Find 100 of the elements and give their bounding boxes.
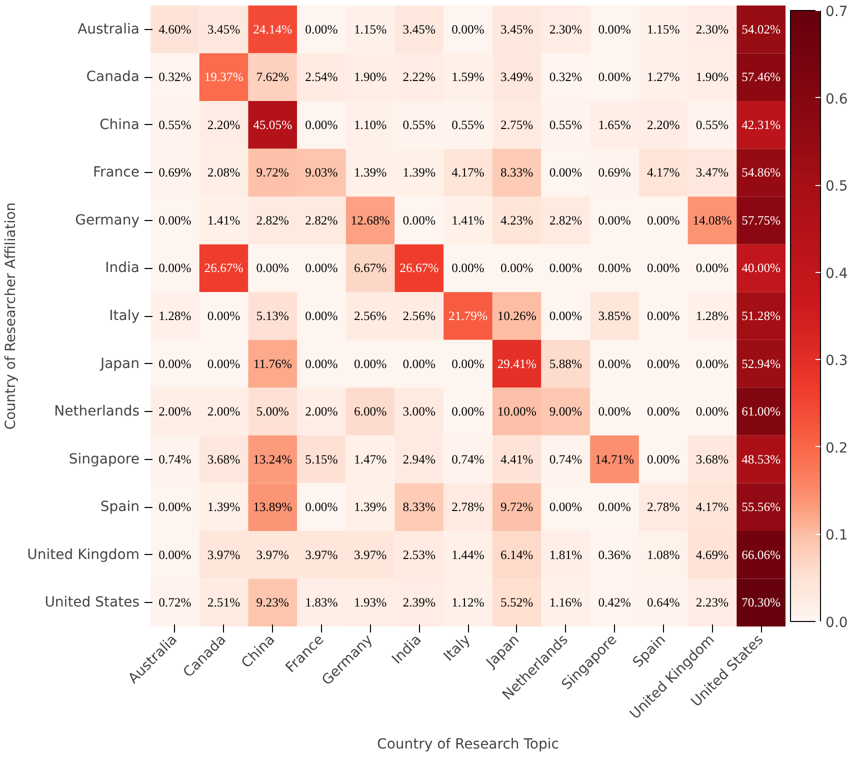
data-label: 0.55% bbox=[696, 118, 730, 132]
data-label: 0.00% bbox=[598, 404, 632, 419]
data-label: 0.00% bbox=[549, 261, 582, 276]
data-label: 2.23% bbox=[696, 596, 730, 610]
data-label: 1.39% bbox=[207, 500, 241, 514]
data-label: 0.00% bbox=[305, 309, 338, 323]
data-label: 54.86% bbox=[742, 166, 782, 180]
data-label: 3.68% bbox=[207, 452, 241, 466]
data-label: 66.06% bbox=[742, 548, 782, 562]
data-label: 0.55% bbox=[549, 118, 582, 132]
data-label: 5.88% bbox=[549, 356, 582, 371]
data-label: 3.97% bbox=[207, 548, 241, 562]
data-label: 3.97% bbox=[354, 548, 388, 562]
data-label: 13.89% bbox=[253, 500, 293, 514]
data-label: 3.85% bbox=[598, 309, 632, 323]
data-label: 1.90% bbox=[354, 70, 388, 84]
data-label: 0.74% bbox=[452, 452, 485, 466]
data-label: 1.41% bbox=[207, 213, 241, 228]
data-label: 1.16% bbox=[549, 596, 582, 610]
data-label: 2.54% bbox=[305, 70, 338, 84]
y-tick-label: Spain bbox=[100, 499, 140, 516]
data-label: 0.00% bbox=[158, 500, 192, 514]
color-bar-label: 0.0 bbox=[826, 615, 848, 631]
data-label: 0.00% bbox=[696, 356, 730, 371]
data-label: 1.44% bbox=[452, 548, 485, 562]
data-label: 2.22% bbox=[402, 70, 436, 84]
data-label: 2.94% bbox=[402, 452, 436, 466]
data-label: 0.00% bbox=[305, 118, 338, 132]
data-label: 1.93% bbox=[354, 596, 388, 610]
data-label: 0.00% bbox=[598, 500, 632, 514]
data-label: 29.41% bbox=[497, 356, 537, 371]
data-label: 8.33% bbox=[402, 500, 436, 514]
data-label: 4.60% bbox=[158, 22, 192, 36]
data-label: 61.00% bbox=[742, 404, 782, 419]
data-label: 8.33% bbox=[500, 166, 534, 180]
data-label: 3.97% bbox=[305, 548, 338, 562]
data-label: 1.27% bbox=[647, 70, 680, 84]
data-label: 1.81% bbox=[549, 548, 582, 562]
color-bar-label: 0.6 bbox=[826, 91, 848, 108]
data-label: 21.79% bbox=[448, 309, 488, 323]
data-label: 4.17% bbox=[647, 166, 680, 180]
data-label: 0.55% bbox=[452, 118, 485, 132]
y-tick-label: France bbox=[92, 164, 140, 181]
data-label: 0.00% bbox=[305, 356, 338, 371]
data-label: 0.00% bbox=[452, 22, 485, 36]
data-label: 0.69% bbox=[158, 166, 192, 180]
data-label: 70.30% bbox=[742, 596, 782, 610]
data-label: 1.28% bbox=[696, 309, 730, 323]
data-label: 2.78% bbox=[647, 500, 680, 514]
data-label: 0.00% bbox=[452, 261, 485, 276]
data-label: 2.00% bbox=[305, 404, 338, 419]
data-label: 1.15% bbox=[354, 22, 388, 36]
data-label: 10.26% bbox=[497, 309, 537, 323]
data-label: 0.74% bbox=[158, 452, 192, 466]
data-label: 0.00% bbox=[696, 404, 730, 419]
data-label: 0.00% bbox=[598, 213, 632, 228]
color-bar-label: 0.2 bbox=[826, 440, 848, 456]
data-label: 0.00% bbox=[305, 22, 338, 36]
data-label: 2.82% bbox=[256, 213, 290, 228]
data-label: 0.00% bbox=[647, 356, 680, 371]
data-label: 57.75% bbox=[742, 213, 782, 228]
data-label: 2.56% bbox=[402, 309, 436, 323]
data-label: 0.00% bbox=[647, 309, 680, 323]
data-label: 0.00% bbox=[158, 548, 192, 562]
data-label: 2.30% bbox=[696, 22, 730, 36]
data-label: 0.32% bbox=[549, 70, 582, 84]
data-label: 1.08% bbox=[647, 548, 680, 562]
data-label: 0.00% bbox=[402, 213, 436, 228]
data-label: 0.00% bbox=[549, 309, 582, 323]
y-tick-label: China bbox=[100, 116, 140, 133]
data-label: 1.90% bbox=[696, 70, 730, 84]
data-label: 12.68% bbox=[350, 213, 390, 228]
data-label: 4.69% bbox=[696, 548, 730, 562]
data-label: 26.67% bbox=[400, 261, 440, 276]
data-label: 7.62% bbox=[256, 70, 290, 84]
y-tick-label: Canada bbox=[86, 69, 140, 86]
data-label: 0.00% bbox=[598, 22, 632, 36]
y-tick-label: Singapore bbox=[68, 451, 140, 468]
data-label: 0.00% bbox=[549, 166, 582, 180]
data-label: 0.00% bbox=[207, 309, 241, 323]
data-label: 0.00% bbox=[305, 500, 338, 514]
data-label: 11.76% bbox=[253, 356, 292, 371]
data-label: 0.00% bbox=[500, 261, 534, 276]
y-tick-label: Germany bbox=[75, 212, 140, 228]
data-label: 6.67% bbox=[354, 261, 388, 276]
data-label: 0.00% bbox=[549, 500, 582, 514]
data-label: 5.13% bbox=[256, 309, 290, 323]
data-label: 1.39% bbox=[354, 166, 388, 180]
y-tick-label: United States bbox=[44, 594, 140, 611]
data-label: 1.15% bbox=[647, 22, 680, 36]
y-axis-title: Country of Researcher Affiliation bbox=[3, 202, 20, 430]
data-label: 1.28% bbox=[158, 309, 192, 323]
data-label: 9.00% bbox=[549, 404, 582, 419]
data-label: 55.56% bbox=[742, 500, 782, 514]
data-label: 52.94% bbox=[742, 356, 782, 371]
y-tick-label: India bbox=[105, 260, 140, 276]
data-label: 51.28% bbox=[742, 309, 782, 323]
data-label: 0.55% bbox=[158, 118, 192, 132]
color-bar-label: 0.5 bbox=[826, 178, 848, 195]
data-label: 0.00% bbox=[452, 404, 485, 419]
